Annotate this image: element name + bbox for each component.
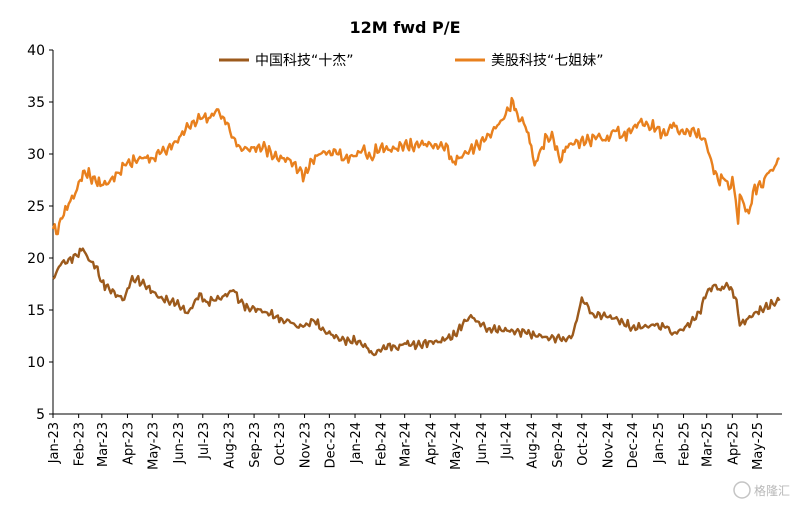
x-tick-label: Jan-23 <box>47 422 62 464</box>
series-line-china-tech <box>52 247 781 357</box>
x-tick-label: Oct-23 <box>273 422 288 466</box>
legend-label-china-tech: 中国科技“十杰” <box>255 53 354 69</box>
x-tick-label: Dec-23 <box>323 422 338 468</box>
x-tick-label: Sep-23 <box>248 422 263 468</box>
x-tick-label: Apr-23 <box>121 422 136 465</box>
y-tick-label: 40 <box>27 43 45 59</box>
x-tick-label: Feb-24 <box>375 422 390 466</box>
x-tick-label: Mar-25 <box>701 422 716 467</box>
x-tick-label: Feb-23 <box>73 422 88 466</box>
x-tick-label: Jul-24 <box>500 422 515 460</box>
x-tick-label: Jun-23 <box>172 422 187 465</box>
x-tick-label: Nov-24 <box>601 422 616 468</box>
y-tick-label: 10 <box>27 355 45 371</box>
legend-label-us-tech: 美股科技“七姐妹” <box>491 53 604 69</box>
y-tick-label: 35 <box>27 95 45 111</box>
y-tick-label: 20 <box>27 251 45 267</box>
watermark-logo-icon <box>733 481 751 499</box>
x-tick-label: Jul-23 <box>197 422 212 460</box>
legend: 中国科技“十杰” 美股科技“七姐妹” <box>219 53 604 69</box>
x-tick-label: Jan-24 <box>349 422 364 464</box>
x-tick-label: Apr-24 <box>424 422 439 465</box>
y-tick-label: 25 <box>27 199 45 215</box>
x-tick-label: Jan-25 <box>652 422 667 464</box>
x-tick-label: Oct-24 <box>576 422 591 466</box>
x-tick-label: Nov-23 <box>299 422 314 468</box>
series-layer <box>51 96 781 357</box>
y-axis: 5 10 15 20 25 30 35 40 <box>27 43 54 423</box>
x-tick-label: May-24 <box>449 422 464 470</box>
series-line-us-tech <box>51 96 780 236</box>
x-tick-label: Aug-23 <box>222 422 237 469</box>
x-tick-label: Dec-24 <box>626 422 641 468</box>
watermark-text: 格隆汇 <box>754 483 790 498</box>
watermark: 格隆汇 <box>733 481 790 499</box>
x-tick-label: May-23 <box>146 422 161 470</box>
y-tick-label: 5 <box>36 407 45 423</box>
x-tick-label: Sep-24 <box>551 422 566 468</box>
y-tick-label: 15 <box>27 303 45 319</box>
x-tick-label: Aug-24 <box>525 422 540 469</box>
x-tick-label: Apr-25 <box>726 422 741 465</box>
y-tick-label: 30 <box>27 147 45 163</box>
x-tick-label: Mar-23 <box>96 422 111 467</box>
x-tick-label: Feb-25 <box>678 422 693 466</box>
x-tick-label: Jun-24 <box>475 422 490 465</box>
x-tick-label: Mar-24 <box>399 422 414 467</box>
chart-title: 12M fwd P/E <box>349 18 460 37</box>
x-axis: Jan-23 Feb-23 Mar-23 Apr-23 May-23 Jun-23 Jul-… <box>47 413 782 470</box>
x-tick-label: May-25 <box>751 422 766 470</box>
